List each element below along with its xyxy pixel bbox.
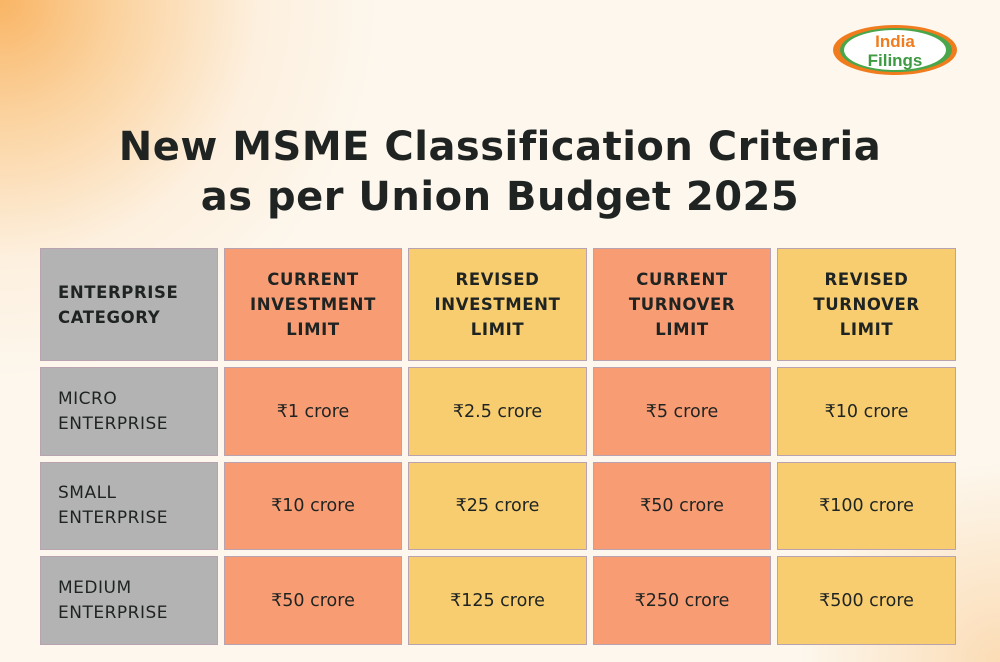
value-cell: ₹500 crore bbox=[777, 556, 956, 645]
header-cell: CURRENT INVESTMENT LIMIT bbox=[224, 248, 402, 361]
title-line-2: as per Union Budget 2025 bbox=[200, 174, 800, 220]
cell-text: SMALL ENTERPRISE bbox=[58, 483, 169, 528]
value-cell: ₹50 crore bbox=[593, 462, 771, 550]
cell-text: ₹10 crore bbox=[824, 401, 909, 422]
cell-text: ₹100 crore bbox=[819, 496, 914, 516]
cell-text: ₹25 crore bbox=[455, 496, 540, 516]
logo-text-india: India bbox=[875, 32, 915, 51]
category-cell: MICRO ENTERPRISE bbox=[40, 367, 218, 456]
header-cell: CURRENT TURNOVER LIMIT bbox=[593, 248, 771, 361]
value-cell: ₹10 crore bbox=[777, 367, 956, 456]
cell-text: ₹50 crore bbox=[271, 590, 355, 611]
cell-text: ENTERPRISE CATEGORY bbox=[58, 282, 179, 327]
cell-text: ₹5 crore bbox=[645, 401, 719, 422]
value-cell: ₹100 crore bbox=[777, 462, 956, 550]
header-cell: REVISED TURNOVER LIMIT bbox=[777, 248, 956, 361]
cell-text: REVISED INVESTMENT LIMIT bbox=[434, 270, 561, 339]
logo-text-filings: Filings bbox=[868, 51, 923, 70]
cell-text: ₹10 crore bbox=[271, 496, 355, 516]
value-cell: ₹250 crore bbox=[593, 556, 771, 645]
title-line-1: New MSME Classification Criteria bbox=[118, 124, 882, 170]
page-title: New MSME Classification Criteria as per … bbox=[0, 122, 1000, 222]
header-cell: REVISED INVESTMENT LIMIT bbox=[408, 248, 587, 361]
category-cell: SMALL ENTERPRISE bbox=[40, 462, 218, 550]
cell-text: ₹250 crore bbox=[634, 590, 730, 611]
value-cell: ₹5 crore bbox=[593, 367, 771, 456]
cell-text: REVISED TURNOVER LIMIT bbox=[813, 270, 920, 339]
header-cell: ENTERPRISE CATEGORY bbox=[40, 248, 218, 361]
cell-text: CURRENT INVESTMENT LIMIT bbox=[250, 270, 376, 339]
cell-text: MICRO ENTERPRISE bbox=[58, 388, 169, 434]
cell-text: MEDIUM ENTERPRISE bbox=[58, 577, 169, 623]
value-cell: ₹25 crore bbox=[408, 462, 587, 550]
cell-text: ₹500 crore bbox=[819, 590, 914, 611]
cell-text: ₹1 crore bbox=[276, 401, 350, 422]
value-cell: ₹10 crore bbox=[224, 462, 402, 550]
cell-text: ₹50 crore bbox=[640, 496, 724, 516]
category-cell: MEDIUM ENTERPRISE bbox=[40, 556, 218, 645]
cell-text: ₹2.5 crore bbox=[452, 401, 543, 422]
value-cell: ₹125 crore bbox=[408, 556, 587, 645]
cell-text: ₹125 crore bbox=[450, 590, 545, 611]
cell-text: CURRENT TURNOVER LIMIT bbox=[628, 270, 736, 339]
value-cell: ₹2.5 crore bbox=[408, 367, 587, 456]
value-cell: ₹1 crore bbox=[224, 367, 402, 456]
value-cell: ₹50 crore bbox=[224, 556, 402, 645]
india-filings-logo: India Filings bbox=[833, 25, 957, 75]
